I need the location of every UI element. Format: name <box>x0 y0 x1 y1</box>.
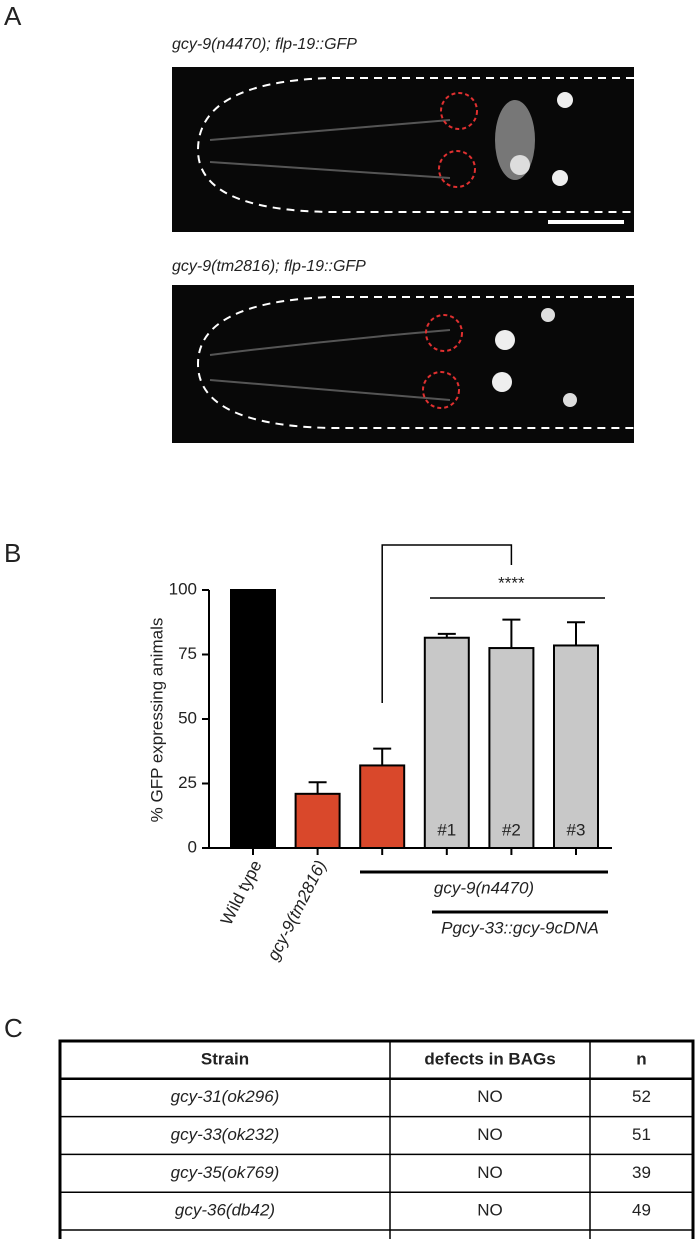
error-bar <box>373 747 392 766</box>
table-cell: NO <box>477 1163 503 1182</box>
image-caption: gcy-9(tm2816); flp-19::GFP <box>172 258 366 275</box>
table: Strain defects in BAGs n gcy-31(ok296) NO 52 g… <box>58 1039 695 1239</box>
x-tick-label: Wild type <box>217 857 266 928</box>
table-cell: NO <box>477 1201 503 1220</box>
micrograph <box>172 67 634 232</box>
bar-label: #1 <box>437 820 456 839</box>
panel-label: A <box>4 1 22 31</box>
table-cell: gcy-33(ok232) <box>171 1125 280 1144</box>
table-cell: NO <box>477 1125 503 1144</box>
bar-chart: 0 25 50 75 100 % GFP expressing animals Wild t… <box>147 544 612 964</box>
panel-label: B <box>4 538 21 568</box>
bar-label: #3 <box>567 820 586 839</box>
table-cell: 39 <box>632 1163 651 1182</box>
bar <box>423 636 470 849</box>
image-caption: gcy-9(n4470); flp-19::GFP <box>172 36 357 53</box>
table-cell: 49 <box>632 1201 651 1220</box>
comparison-bracket <box>381 544 513 703</box>
bar <box>230 589 276 849</box>
bar <box>553 644 599 849</box>
micrograph <box>172 285 634 443</box>
y-tick-label: 0 <box>188 837 197 856</box>
table-cell: gcy-31(ok296) <box>171 1087 280 1106</box>
y-tick-label: 100 <box>169 579 197 598</box>
bar <box>294 792 341 850</box>
table-header: defects in BAGs <box>424 1049 555 1068</box>
y-axis-label: % GFP expressing animals <box>147 618 166 823</box>
table-cell: 51 <box>632 1125 651 1144</box>
significance: **** <box>498 573 525 592</box>
table-border <box>58 1039 695 1239</box>
y-tick-label: 75 <box>178 644 197 663</box>
table-header: n <box>636 1049 646 1068</box>
group-label: Pgcy-33::gcy-9cDNA <box>441 918 599 937</box>
table-header: Strain <box>201 1049 249 1068</box>
table-cell: gcy-36(db42) <box>175 1201 275 1220</box>
x-tick-label: gcy-9(tm2816) <box>263 857 330 963</box>
y-tick-label: 50 <box>178 708 197 727</box>
error-bar <box>567 621 585 646</box>
panel-label: C <box>4 1013 23 1043</box>
bar <box>488 647 535 849</box>
table-cell: NO <box>477 1087 503 1106</box>
error-bar <box>502 618 521 649</box>
table-cell: gcy-35(ok769) <box>171 1163 280 1182</box>
error-bar <box>308 781 327 794</box>
table-cell: 52 <box>632 1087 651 1106</box>
bar <box>359 764 406 849</box>
y-tick-label: 25 <box>178 773 197 792</box>
group-label: gcy-9(n4470) <box>434 878 534 897</box>
bar-label: #2 <box>502 820 521 839</box>
